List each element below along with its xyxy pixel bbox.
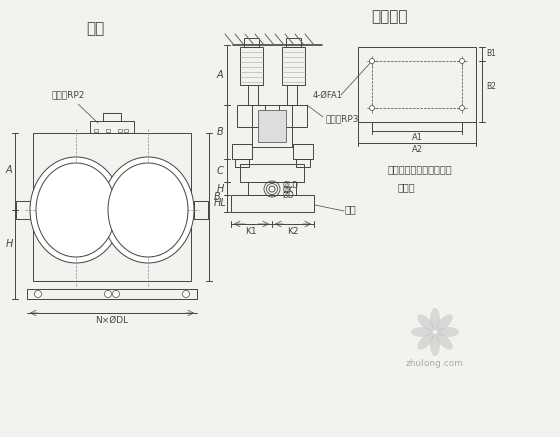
Text: 型号: 型号	[86, 21, 104, 37]
Text: C: C	[217, 166, 223, 176]
Circle shape	[105, 291, 111, 298]
Ellipse shape	[436, 314, 452, 331]
Bar	[240, 47, 263, 85]
Text: B2: B2	[486, 82, 496, 91]
Circle shape	[370, 105, 375, 111]
Bar	[27, 289, 197, 299]
Circle shape	[183, 291, 189, 298]
Text: H: H	[5, 239, 13, 249]
Text: ØD: ØD	[283, 191, 295, 200]
Text: ØK: ØK	[283, 185, 294, 194]
Bar	[90, 121, 134, 133]
Text: ØLD: ØLD	[283, 180, 299, 190]
Bar	[372, 61, 462, 108]
Ellipse shape	[417, 314, 435, 331]
Text: 隔振垫: 隔振垫	[398, 182, 416, 192]
Ellipse shape	[437, 327, 459, 337]
Bar	[286, 38, 301, 47]
Bar	[232, 144, 252, 159]
Bar	[118, 129, 122, 132]
Bar	[293, 144, 313, 159]
Bar	[282, 47, 305, 85]
Ellipse shape	[36, 163, 116, 257]
Text: A: A	[217, 70, 223, 80]
Ellipse shape	[411, 327, 433, 337]
Bar	[287, 85, 297, 105]
Text: B1: B1	[486, 49, 496, 59]
Bar	[88, 201, 102, 219]
Text: 测压口RP2: 测压口RP2	[52, 90, 98, 123]
Text: K2: K2	[287, 228, 298, 236]
Text: 底板尺寸: 底板尺寸	[372, 10, 408, 24]
Text: A2: A2	[412, 145, 422, 153]
Text: 排气口RP3: 排气口RP3	[325, 114, 358, 124]
Bar	[124, 129, 128, 132]
Text: 隔振垫（隔振器）规格：: 隔振垫（隔振器）规格：	[388, 164, 452, 174]
Circle shape	[460, 59, 464, 63]
Ellipse shape	[417, 333, 435, 350]
Text: A: A	[6, 165, 12, 175]
Ellipse shape	[436, 333, 452, 350]
Text: B: B	[217, 127, 223, 137]
Bar	[103, 113, 121, 121]
Ellipse shape	[430, 334, 440, 356]
Text: zhulong.com: zhulong.com	[406, 358, 464, 368]
Bar	[240, 164, 304, 182]
Bar	[252, 105, 292, 147]
Bar	[16, 201, 30, 219]
Text: B: B	[214, 192, 221, 202]
Circle shape	[370, 59, 375, 63]
Bar	[94, 129, 98, 132]
Ellipse shape	[430, 308, 440, 330]
Bar	[194, 201, 208, 219]
Bar	[235, 159, 249, 167]
Bar	[358, 47, 476, 122]
Text: 底板: 底板	[345, 204, 357, 214]
Bar	[248, 182, 296, 195]
Bar	[279, 105, 307, 127]
Bar	[106, 129, 110, 132]
Circle shape	[113, 291, 119, 298]
Bar	[248, 85, 258, 105]
Bar	[237, 105, 265, 127]
Ellipse shape	[102, 157, 194, 263]
Bar	[296, 159, 310, 167]
Ellipse shape	[108, 163, 188, 257]
Bar	[244, 38, 259, 47]
Circle shape	[460, 105, 464, 111]
Bar	[122, 201, 136, 219]
Ellipse shape	[30, 157, 122, 263]
Text: A1: A1	[412, 132, 422, 142]
Bar	[33, 133, 191, 281]
Bar	[258, 110, 286, 142]
Circle shape	[35, 291, 41, 298]
Bar	[231, 195, 314, 212]
Text: 4-ØFA1: 4-ØFA1	[313, 90, 343, 100]
Text: K1: K1	[245, 228, 257, 236]
Text: N×ØDL: N×ØDL	[95, 316, 129, 325]
Text: H: H	[216, 184, 223, 194]
Text: HL: HL	[213, 198, 226, 208]
